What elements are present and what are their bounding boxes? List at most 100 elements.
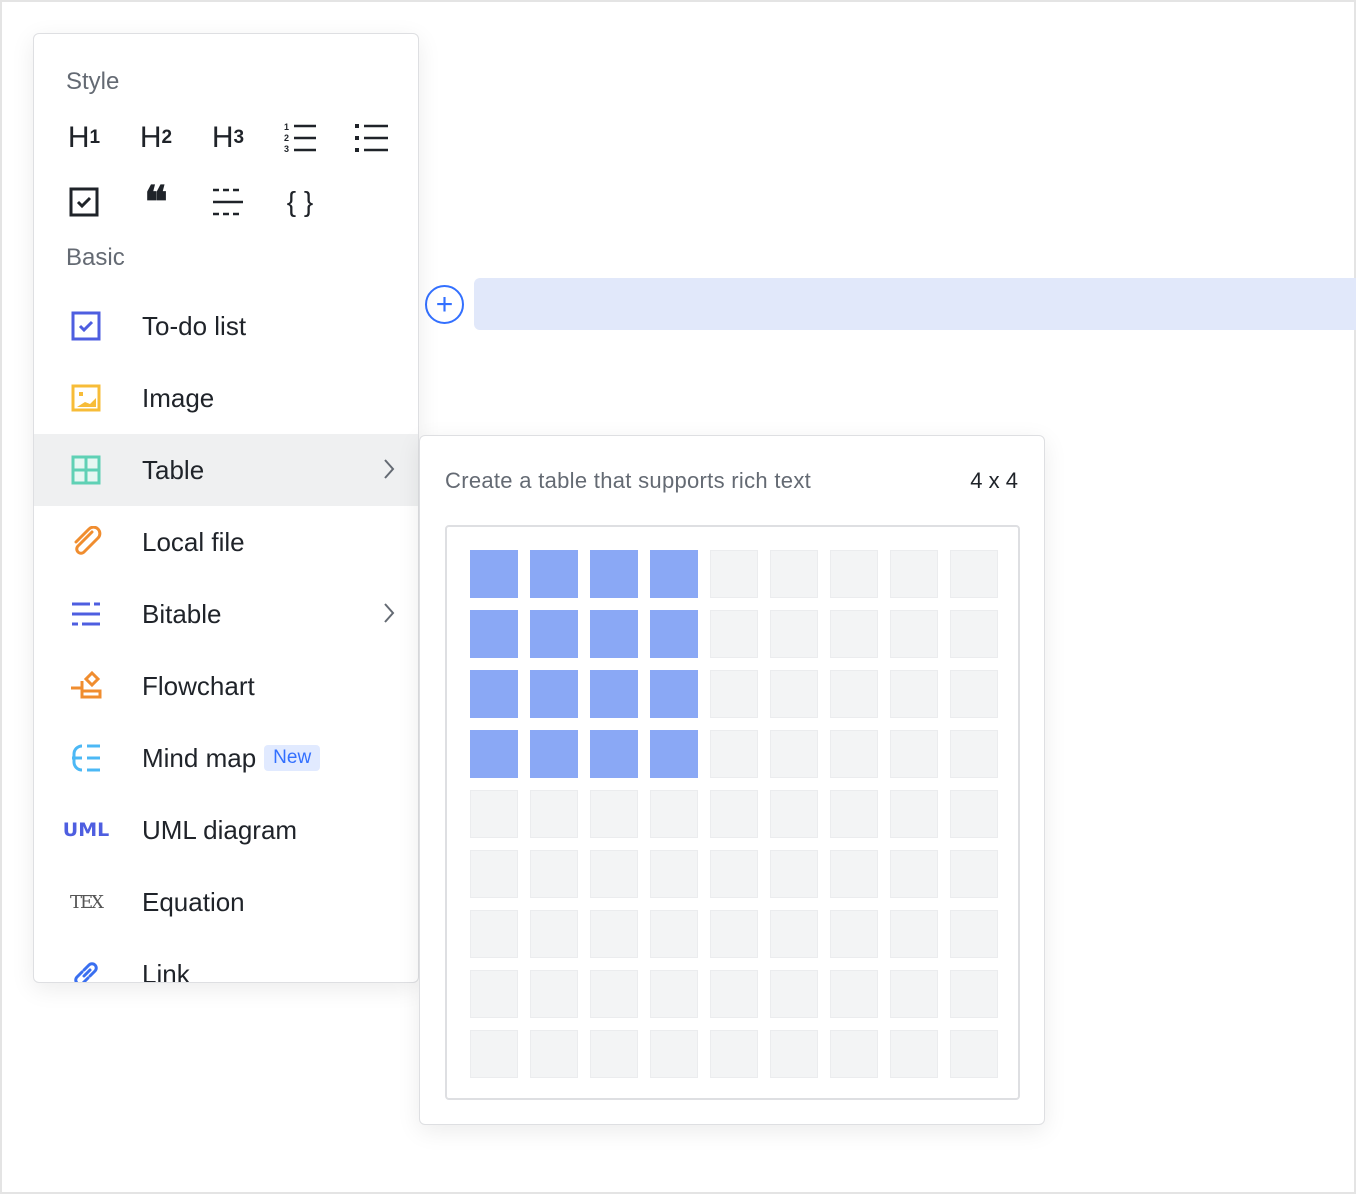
bullet-list-icon[interactable] xyxy=(350,116,394,160)
grid-cell-selected[interactable] xyxy=(470,730,518,778)
grid-cell[interactable] xyxy=(530,850,578,898)
grid-cell[interactable] xyxy=(590,790,638,838)
grid-cell[interactable] xyxy=(830,730,878,778)
grid-cell[interactable] xyxy=(950,550,998,598)
grid-cell-selected[interactable] xyxy=(530,670,578,718)
grid-cell[interactable] xyxy=(890,970,938,1018)
grid-cell[interactable] xyxy=(590,850,638,898)
grid-cell[interactable] xyxy=(770,670,818,718)
menu-item-image[interactable]: Image xyxy=(34,362,418,434)
grid-cell[interactable] xyxy=(770,790,818,838)
grid-cell-selected[interactable] xyxy=(470,610,518,658)
menu-item-table[interactable]: Table xyxy=(34,434,418,506)
grid-cell[interactable] xyxy=(710,850,758,898)
grid-cell[interactable] xyxy=(770,970,818,1018)
menu-item-link[interactable]: Link xyxy=(34,938,418,982)
grid-cell[interactable] xyxy=(770,550,818,598)
menu-item-equation[interactable]: TEX Equation xyxy=(34,866,418,938)
grid-cell-selected[interactable] xyxy=(530,610,578,658)
grid-cell-selected[interactable] xyxy=(590,550,638,598)
grid-cell-selected[interactable] xyxy=(590,730,638,778)
menu-item-mind-map[interactable]: Mind map New xyxy=(34,722,418,794)
checkbox-icon[interactable] xyxy=(62,180,106,224)
grid-cell[interactable] xyxy=(830,550,878,598)
grid-cell[interactable] xyxy=(590,970,638,1018)
grid-cell[interactable] xyxy=(710,730,758,778)
grid-cell[interactable] xyxy=(710,610,758,658)
grid-cell[interactable] xyxy=(650,850,698,898)
grid-cell[interactable] xyxy=(830,670,878,718)
grid-cell[interactable] xyxy=(890,910,938,958)
grid-cell[interactable] xyxy=(530,1030,578,1078)
grid-cell[interactable] xyxy=(590,1030,638,1078)
grid-cell[interactable] xyxy=(890,610,938,658)
menu-item-bitable[interactable]: Bitable xyxy=(34,578,418,650)
grid-cell-selected[interactable] xyxy=(530,730,578,778)
grid-cell[interactable] xyxy=(530,790,578,838)
grid-cell[interactable] xyxy=(650,1030,698,1078)
grid-cell[interactable] xyxy=(890,790,938,838)
grid-cell[interactable] xyxy=(770,610,818,658)
grid-cell[interactable] xyxy=(890,550,938,598)
grid-cell[interactable] xyxy=(830,850,878,898)
grid-cell[interactable] xyxy=(710,910,758,958)
quote-icon[interactable]: ❝ xyxy=(144,176,168,228)
grid-cell[interactable] xyxy=(650,910,698,958)
menu-item-local-file[interactable]: Local file xyxy=(34,506,418,578)
grid-cell[interactable] xyxy=(710,970,758,1018)
grid-cell[interactable] xyxy=(830,790,878,838)
grid-cell[interactable] xyxy=(950,1030,998,1078)
menu-item-uml-diagram[interactable]: UML UML diagram xyxy=(34,794,418,866)
grid-cell[interactable] xyxy=(710,550,758,598)
grid-cell-selected[interactable] xyxy=(590,670,638,718)
grid-cell-selected[interactable] xyxy=(530,550,578,598)
add-block-button[interactable]: + xyxy=(425,285,464,324)
grid-cell[interactable] xyxy=(890,730,938,778)
grid-cell[interactable] xyxy=(710,790,758,838)
code-block-icon[interactable]: { } xyxy=(286,186,314,217)
grid-cell[interactable] xyxy=(770,1030,818,1078)
grid-cell[interactable] xyxy=(770,730,818,778)
grid-cell[interactable] xyxy=(590,910,638,958)
grid-cell[interactable] xyxy=(830,1030,878,1078)
grid-cell[interactable] xyxy=(890,670,938,718)
grid-cell[interactable] xyxy=(950,790,998,838)
grid-cell[interactable] xyxy=(530,970,578,1018)
grid-cell[interactable] xyxy=(470,850,518,898)
grid-cell[interactable] xyxy=(950,670,998,718)
table-size-grid[interactable] xyxy=(445,525,1020,1100)
grid-cell-selected[interactable] xyxy=(650,730,698,778)
grid-cell[interactable] xyxy=(530,910,578,958)
grid-cell[interactable] xyxy=(470,970,518,1018)
grid-cell-selected[interactable] xyxy=(590,610,638,658)
grid-cell[interactable] xyxy=(470,910,518,958)
grid-cell-selected[interactable] xyxy=(470,550,518,598)
grid-cell[interactable] xyxy=(950,970,998,1018)
grid-cell[interactable] xyxy=(950,730,998,778)
grid-cell-selected[interactable] xyxy=(470,670,518,718)
grid-cell[interactable] xyxy=(770,910,818,958)
grid-cell[interactable] xyxy=(710,670,758,718)
grid-cell[interactable] xyxy=(650,790,698,838)
grid-cell[interactable] xyxy=(890,850,938,898)
grid-cell-selected[interactable] xyxy=(650,610,698,658)
grid-cell[interactable] xyxy=(470,1030,518,1078)
grid-cell[interactable] xyxy=(950,850,998,898)
grid-cell[interactable] xyxy=(650,970,698,1018)
grid-cell-selected[interactable] xyxy=(650,550,698,598)
grid-cell[interactable] xyxy=(770,850,818,898)
grid-cell-selected[interactable] xyxy=(650,670,698,718)
grid-cell[interactable] xyxy=(950,910,998,958)
grid-cell[interactable] xyxy=(830,910,878,958)
grid-cell[interactable] xyxy=(830,610,878,658)
menu-item-to-do-list[interactable]: To-do list xyxy=(34,290,418,362)
grid-cell[interactable] xyxy=(830,970,878,1018)
menu-item-flowchart[interactable]: Flowchart xyxy=(34,650,418,722)
grid-cell[interactable] xyxy=(950,610,998,658)
grid-cell[interactable] xyxy=(470,790,518,838)
grid-cell[interactable] xyxy=(890,1030,938,1078)
divider-icon[interactable] xyxy=(206,180,250,224)
